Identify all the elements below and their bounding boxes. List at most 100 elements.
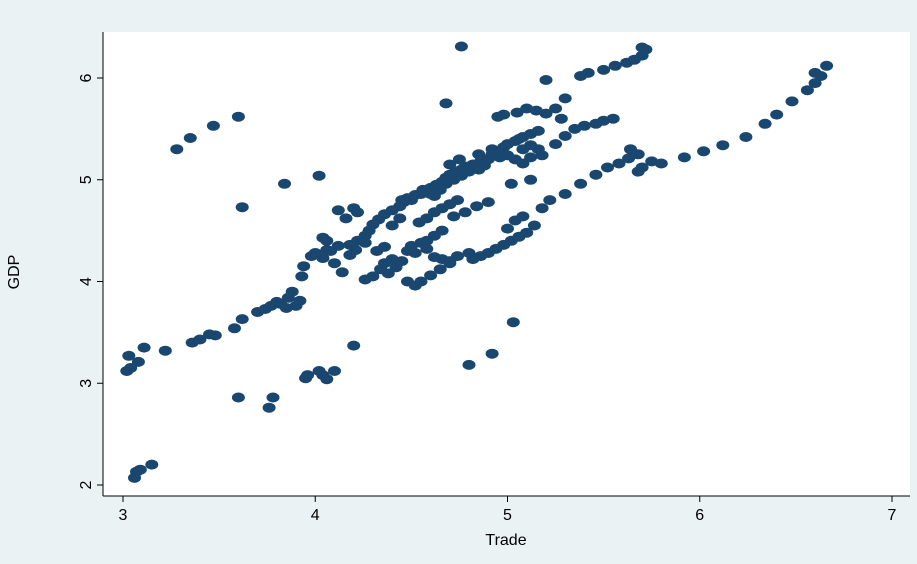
data-point: [312, 170, 326, 181]
x-axis-ticks: 3 4 5 6 7: [119, 496, 897, 524]
data-point: [458, 207, 472, 218]
data-point: [485, 348, 499, 359]
data-point: [285, 286, 299, 297]
data-point: [193, 334, 207, 345]
y-tick-label: 4: [78, 277, 95, 286]
data-point: [301, 370, 315, 381]
data-point: [549, 139, 563, 150]
y-axis-ticks: 2 3 4 5 6: [78, 73, 103, 489]
y-tick-label: 5: [78, 175, 95, 184]
data-point: [524, 174, 538, 185]
data-point: [808, 67, 822, 78]
data-point: [320, 235, 334, 246]
x-tick-label: 4: [311, 507, 320, 524]
data-point: [133, 464, 147, 475]
data-point: [231, 392, 245, 403]
data-point: [558, 189, 572, 199]
data-point: [608, 60, 622, 71]
data-point: [331, 205, 345, 216]
data-point: [335, 267, 349, 278]
data-point: [512, 134, 526, 144]
data-point: [385, 220, 399, 231]
data-point: [554, 113, 568, 124]
data-point: [622, 153, 636, 164]
data-point: [454, 41, 468, 52]
data-point: [501, 223, 514, 234]
data-point: [574, 178, 588, 189]
data-point: [231, 111, 245, 122]
x-tick-label: 6: [695, 507, 704, 524]
data-point: [606, 113, 620, 124]
data-point: [358, 237, 372, 248]
data-point: [601, 162, 614, 173]
data-point: [451, 251, 464, 262]
data-point: [516, 211, 530, 222]
data-point: [339, 213, 353, 224]
y-tick-label: 3: [78, 379, 95, 388]
data-point: [145, 459, 159, 470]
data-points: [120, 41, 834, 483]
data-point: [451, 195, 464, 206]
data-point: [758, 118, 772, 129]
y-tick-label: 2: [78, 480, 95, 489]
data-point: [137, 342, 151, 353]
data-point: [481, 154, 495, 165]
data-point: [531, 125, 545, 136]
data-point: [470, 201, 484, 212]
data-point: [462, 248, 476, 258]
data-point: [549, 103, 563, 114]
data-point: [558, 93, 572, 104]
data-point: [539, 108, 553, 119]
data-point: [316, 253, 330, 264]
x-axis-title: Trade: [485, 532, 526, 549]
data-point: [677, 152, 691, 163]
data-point: [435, 225, 449, 236]
data-point: [228, 323, 241, 334]
data-point: [481, 197, 495, 208]
data-point: [452, 154, 466, 165]
data-point: [235, 314, 249, 325]
y-tick-label: 6: [78, 73, 95, 82]
data-point: [485, 144, 499, 155]
data-point: [716, 140, 730, 151]
data-point: [439, 98, 453, 109]
data-point: [504, 178, 518, 189]
data-point: [785, 96, 799, 107]
data-point: [497, 109, 511, 120]
data-point: [347, 203, 361, 214]
data-point: [208, 330, 222, 341]
data-point: [158, 345, 172, 356]
data-point: [624, 144, 637, 155]
data-point: [331, 240, 345, 251]
data-point: [235, 202, 249, 213]
data-point: [820, 60, 834, 71]
data-point: [558, 131, 572, 141]
data-point: [535, 150, 549, 161]
data-point: [320, 374, 334, 385]
data-point: [808, 78, 822, 89]
data-point: [654, 158, 668, 169]
data-point: [589, 169, 603, 180]
data-point: [278, 178, 291, 189]
data-point: [366, 271, 380, 282]
data-point: [328, 258, 341, 269]
x-tick-label: 3: [119, 507, 128, 524]
data-point: [462, 359, 476, 370]
data-point: [424, 270, 438, 281]
data-point: [206, 120, 220, 131]
data-point: [510, 107, 524, 118]
data-point: [266, 392, 280, 403]
data-point: [535, 203, 549, 214]
data-point: [516, 144, 530, 155]
data-point: [131, 356, 145, 367]
data-point: [539, 75, 553, 85]
x-tick-label: 7: [888, 507, 897, 524]
data-point: [328, 366, 341, 376]
data-point: [581, 67, 595, 78]
data-point: [443, 159, 457, 170]
data-point: [527, 220, 541, 231]
data-point: [524, 152, 538, 163]
data-point: [635, 162, 649, 173]
